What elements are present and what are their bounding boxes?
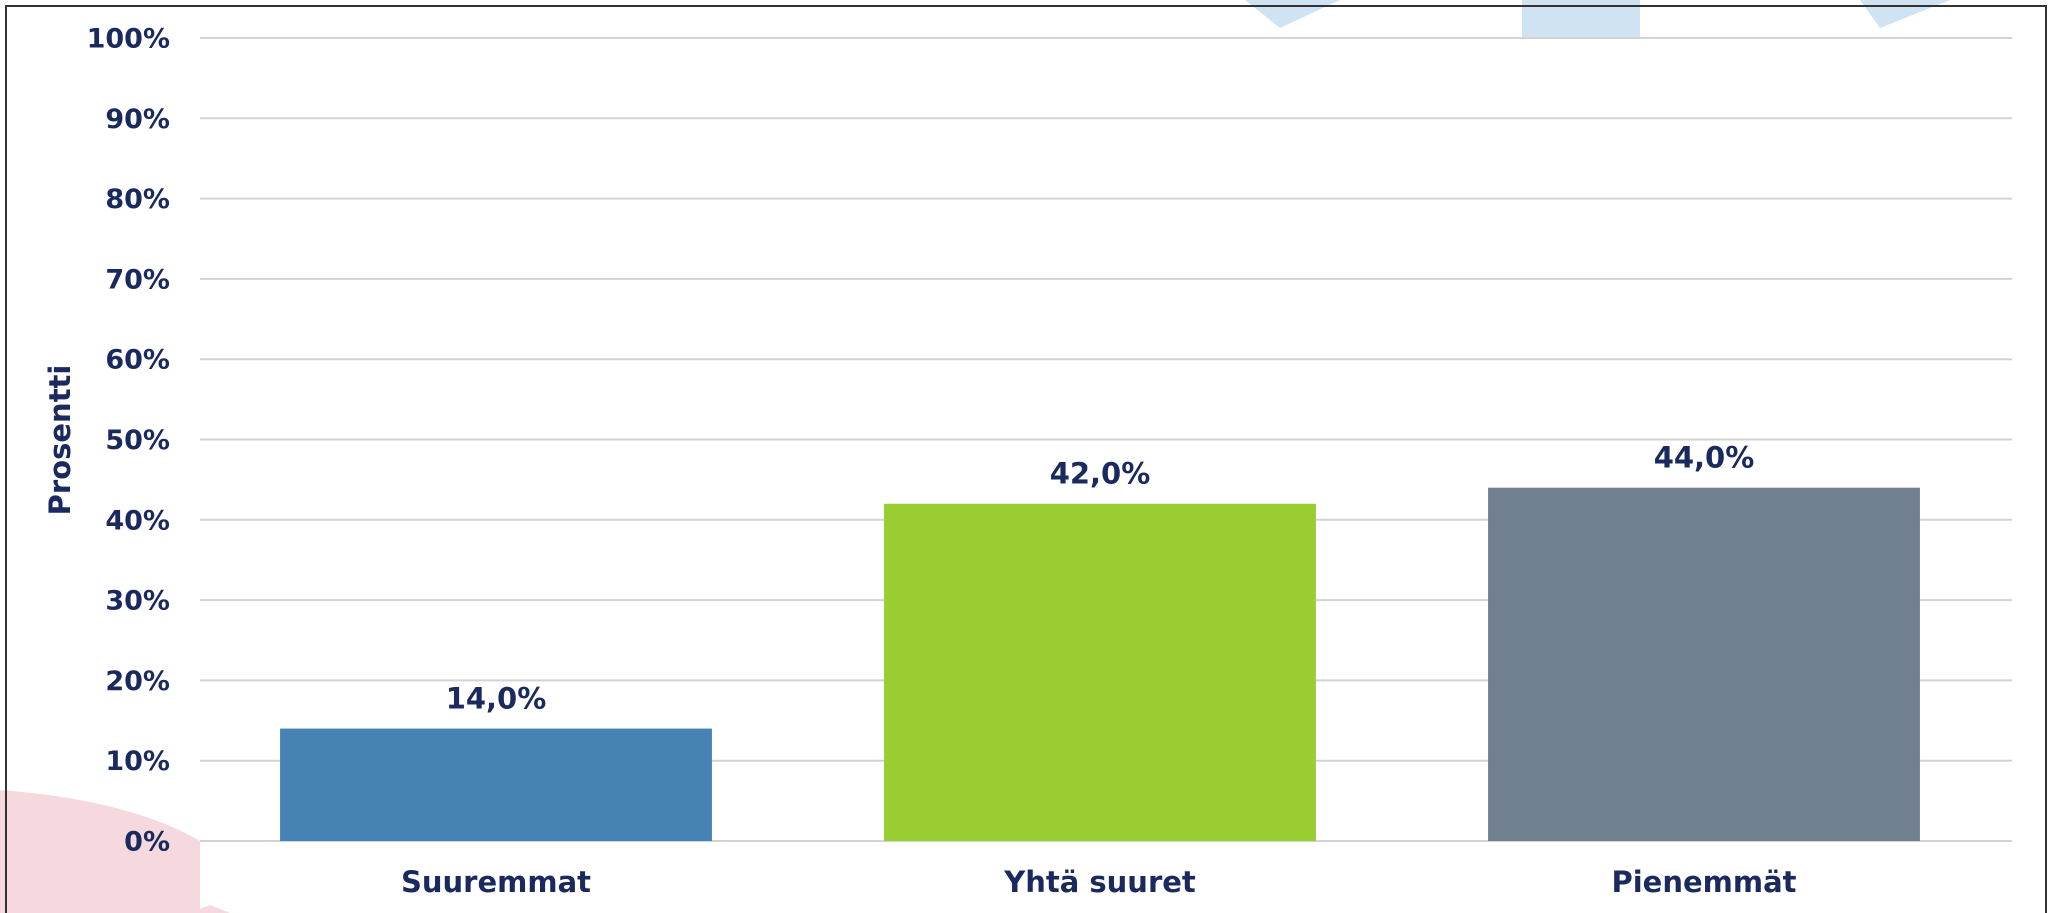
x-tick-label: Pienemmät xyxy=(1611,865,1796,899)
y-tick-label: 60% xyxy=(105,345,170,376)
data-label: 44,0% xyxy=(1654,441,1755,475)
y-tick-label: 40% xyxy=(105,505,170,536)
y-tick-label: 100% xyxy=(87,24,170,55)
deco-shape xyxy=(190,905,230,913)
y-tick-label: 20% xyxy=(105,666,170,697)
x-tick-label: Yhtä suuret xyxy=(1003,865,1196,899)
data-label: 14,0% xyxy=(446,682,547,716)
bar xyxy=(280,728,712,841)
y-tick-label: 0% xyxy=(124,827,170,858)
deco-shape xyxy=(1860,0,1950,28)
deco-shape xyxy=(1245,0,1340,28)
data-label: 42,0% xyxy=(1050,457,1151,491)
y-tick-label: 50% xyxy=(105,425,170,456)
y-axis-label: Prosentti xyxy=(43,365,77,516)
y-tick-label: 80% xyxy=(105,184,170,215)
bar xyxy=(884,503,1316,841)
y-tick-label: 90% xyxy=(105,104,170,135)
x-tick-label: Suuremmat xyxy=(401,865,591,899)
bar xyxy=(1488,487,1920,841)
y-tick-label: 10% xyxy=(105,746,170,777)
deco-shape xyxy=(0,790,200,913)
y-tick-label: 30% xyxy=(105,586,170,617)
y-tick-label: 70% xyxy=(105,264,170,295)
frame xyxy=(5,5,2047,913)
